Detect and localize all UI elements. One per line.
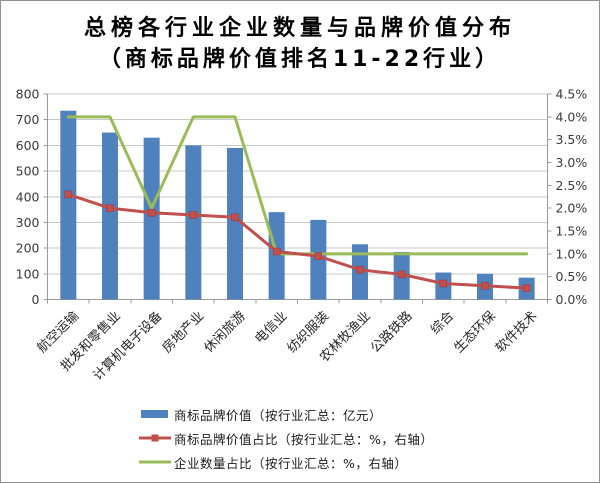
- left-axis-tick-label: 300: [16, 215, 40, 230]
- left-axis-tick-label: 600: [16, 138, 40, 153]
- square-marker: [106, 204, 114, 212]
- left-axis-tick-label: 200: [16, 241, 40, 256]
- category-label: 生态环保: [451, 309, 498, 356]
- right-axis-tick-label: 4.5%: [556, 87, 588, 102]
- category-label: 电信业: [252, 309, 290, 347]
- square-marker: [356, 266, 364, 274]
- legend-label-company-count-share: 企业数量占比（按行业汇总：%，右轴）: [174, 455, 408, 471]
- line-marker-series-swatch-icon: [139, 434, 171, 442]
- category-label: 公路铁路: [367, 308, 415, 356]
- left-axis-tick-label: 0: [32, 292, 40, 307]
- bar-series: [60, 110, 535, 300]
- left-axis-tick-label: 100: [16, 266, 40, 281]
- square-marker: [314, 252, 323, 260]
- bar: [227, 147, 243, 300]
- category-label: 计算机电子设备: [90, 308, 166, 384]
- category-label: 软件技术: [493, 309, 540, 356]
- legend-item-company-count-share: 企业数量占比（按行业汇总：%，右轴）: [139, 454, 433, 471]
- legend-label-brand-value-share: 商标品牌价值占比（按行业汇总：%，右轴）: [174, 431, 434, 447]
- right-axis-tick-label: 1.5%: [556, 224, 588, 239]
- square-marker: [231, 213, 239, 222]
- left-axis-tick-label: 800: [16, 87, 40, 102]
- category-label: 综合: [428, 309, 457, 338]
- legend-label-brand-value: 商标品牌价值（按行业汇总：亿元）: [174, 407, 383, 423]
- bar: [143, 137, 160, 300]
- legend-item-brand-value-share: 商标品牌价值占比（按行业汇总：%，右轴）: [139, 430, 434, 447]
- count-share-line: [66, 115, 529, 256]
- legend-item-brand-value: 商标品牌价值（按行业汇总：亿元）: [139, 406, 433, 423]
- square-marker: [272, 247, 281, 256]
- right-axis-tick-label: 2.5%: [556, 178, 588, 193]
- category-label: 休闲旅游: [201, 309, 248, 356]
- square-marker: [147, 208, 156, 217]
- right-axis-tick-label: 4.0%: [556, 109, 588, 124]
- line-markers: [64, 190, 531, 292]
- square-marker: [439, 279, 448, 288]
- gridlines: [47, 93, 548, 275]
- right-axis-tick-label: 3.0%: [556, 155, 588, 170]
- bar: [268, 212, 285, 300]
- square-marker: [481, 282, 489, 290]
- right-axis-tick-label: 1.0%: [556, 246, 588, 261]
- left-axis-tick-label: 500: [16, 164, 40, 179]
- line-series-swatch-icon: [139, 460, 171, 464]
- right-axis-tick-label: 0.0%: [556, 292, 588, 307]
- chart-legend: 商标品牌价值（按行业汇总：亿元） 商标品牌价值占比（按行业汇总：%，右轴） 企业…: [139, 406, 434, 471]
- right-axis-tick-label: 3.5%: [556, 132, 588, 147]
- square-marker: [522, 284, 531, 292]
- axes: [43, 93, 552, 304]
- chart-title-line1: 总榜各行业企业数量与品牌价值分布: [83, 16, 516, 41]
- right-axis-tick-label: 0.5%: [556, 269, 588, 284]
- bar: [102, 132, 118, 300]
- bar: [60, 110, 77, 300]
- left-axis-tick-label: 700: [16, 112, 40, 127]
- category-label: 房地产业: [159, 308, 207, 356]
- value-share-line: [66, 192, 529, 290]
- chart-title-line2: （商标品牌价值排名11-22行业）: [98, 47, 502, 72]
- bar-series-swatch-icon: [141, 410, 168, 418]
- bar: [185, 145, 202, 300]
- left-axis-tick-label: 400: [16, 189, 40, 204]
- square-marker: [189, 211, 198, 219]
- right-axis-tick-label: 2.0%: [556, 201, 588, 216]
- square-marker: [64, 190, 73, 199]
- chart-title: 总榜各行业企业数量与品牌价值分布 （商标品牌价值排名11-22行业）: [1, 13, 599, 75]
- square-marker: [397, 270, 406, 279]
